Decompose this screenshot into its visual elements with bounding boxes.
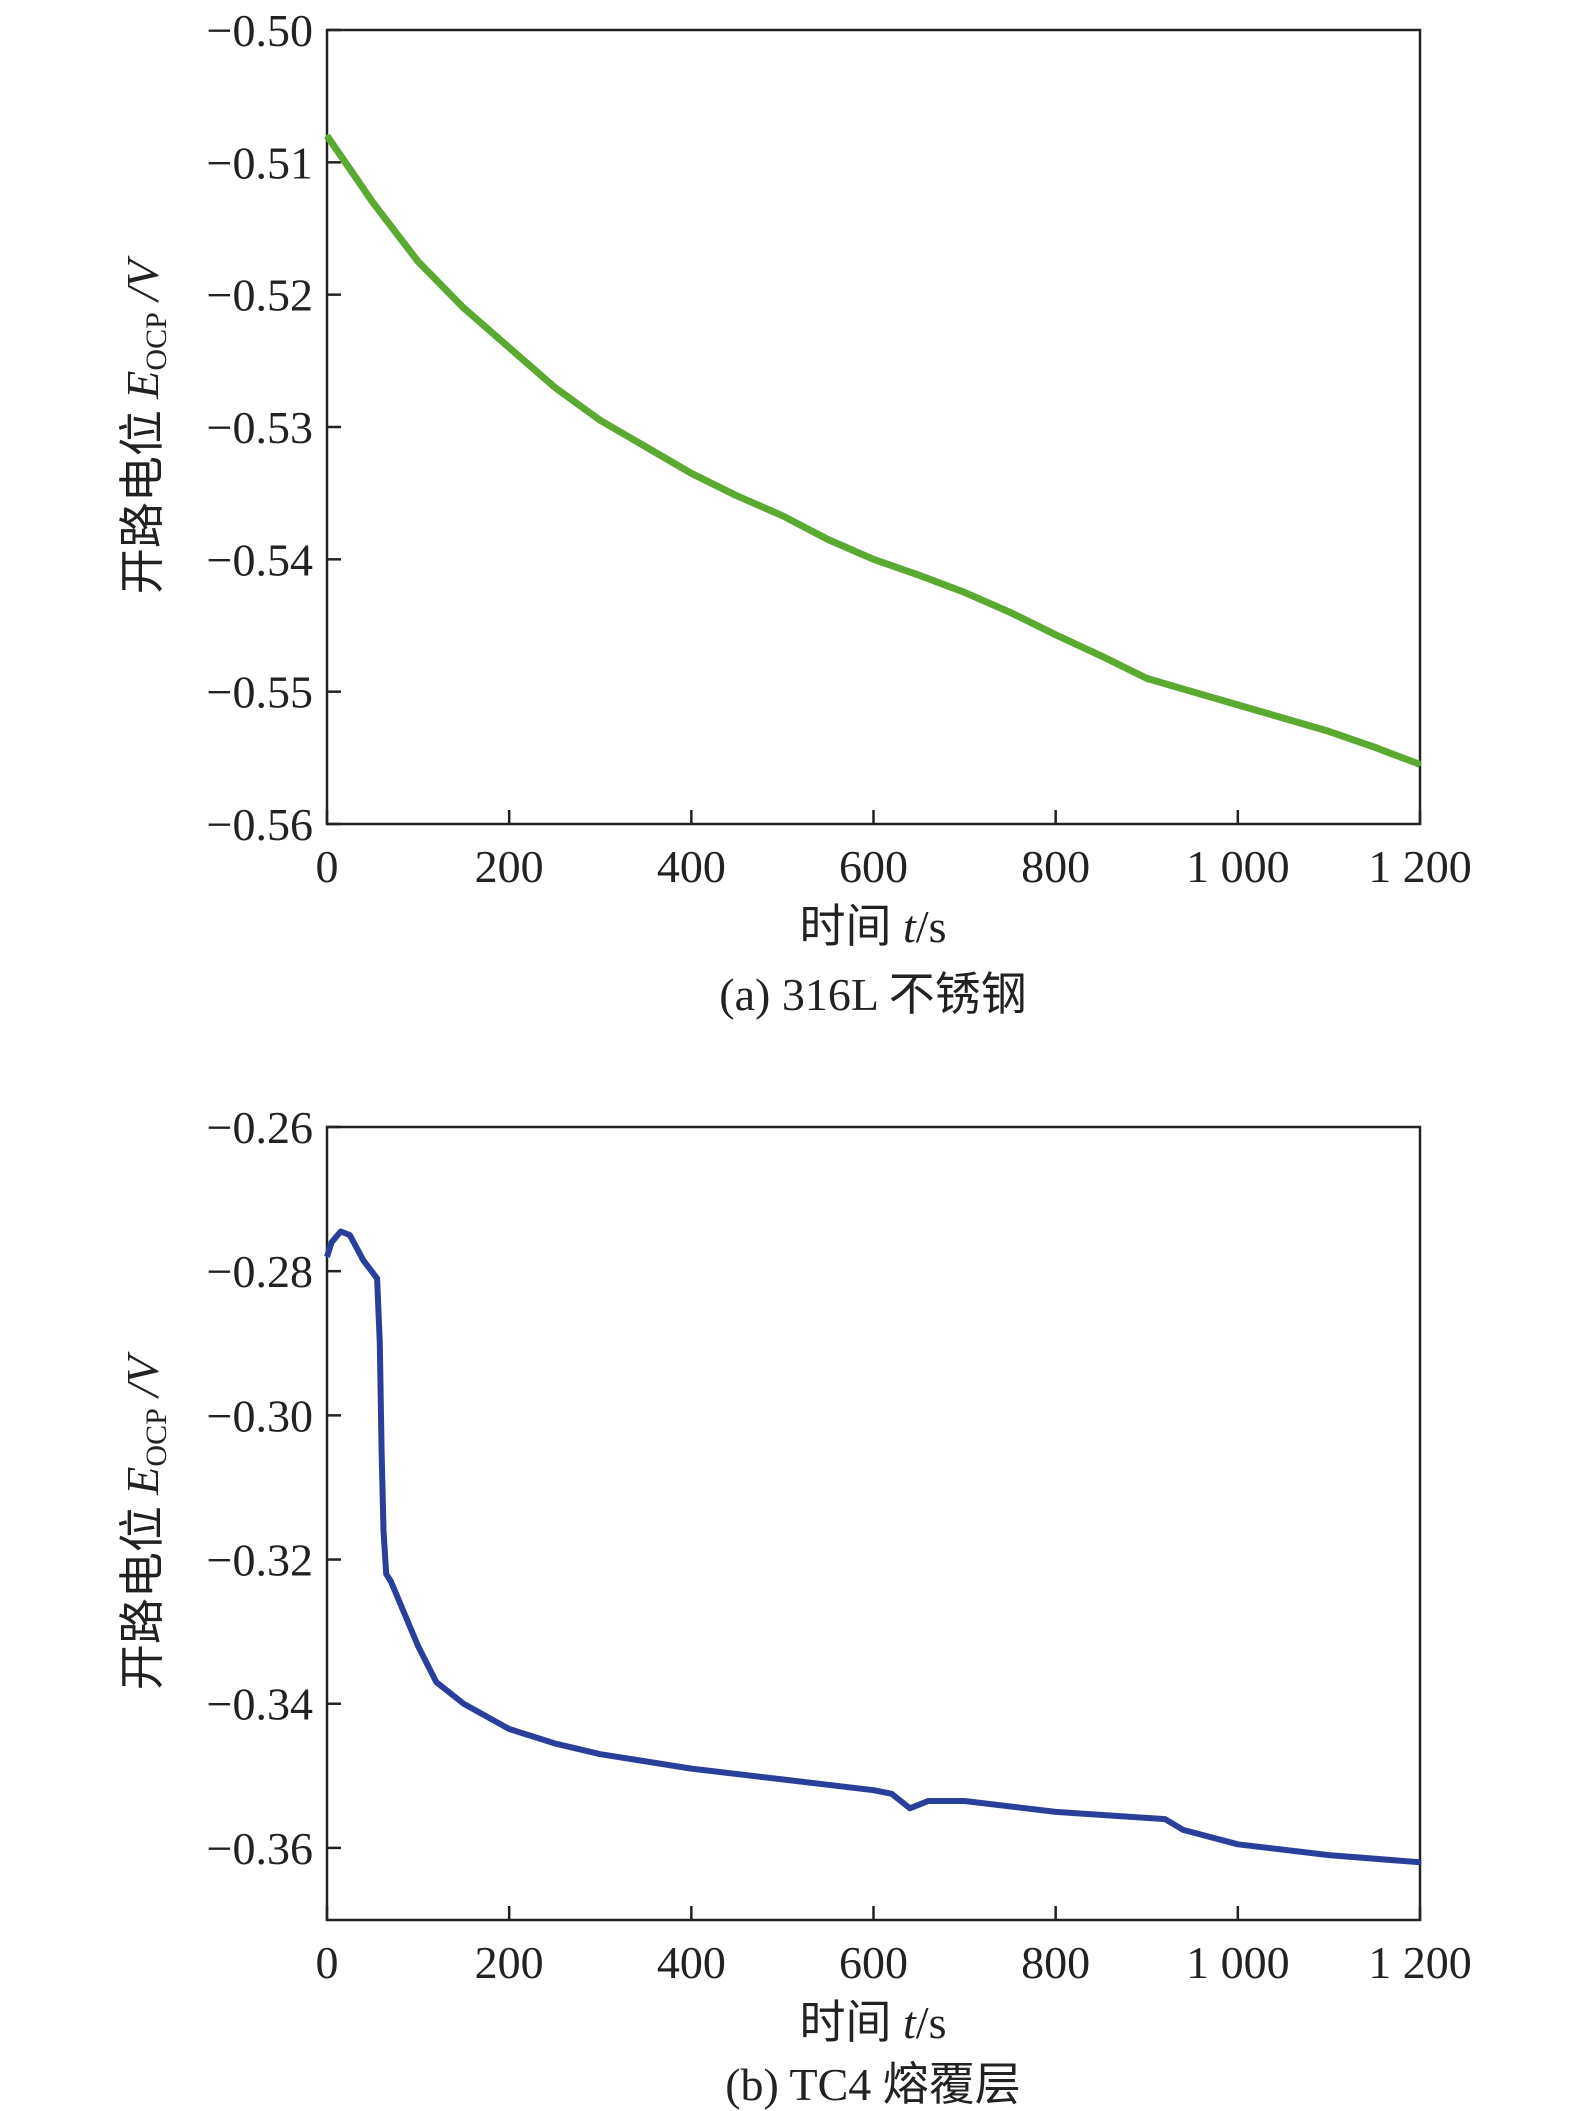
data-point <box>1190 690 1194 694</box>
data-point <box>1236 703 1240 707</box>
data-point <box>872 1788 875 1792</box>
y-tick-label: −0.34 <box>207 1679 313 1730</box>
y-tick-label: −0.56 <box>207 799 313 850</box>
data-point <box>389 1579 393 1583</box>
data-point <box>398 1601 402 1605</box>
data-point <box>1181 1828 1185 1832</box>
data-point <box>553 385 557 389</box>
series-line-TC4 <box>324 1228 1421 1866</box>
data-point <box>1327 1853 1331 1857</box>
data-point <box>1099 654 1103 658</box>
y-tick-label: −0.36 <box>207 1823 313 1874</box>
data-point <box>1163 1817 1167 1821</box>
data-point <box>507 1727 511 1731</box>
x-tick-label: 1 000 <box>1186 841 1290 892</box>
data-point <box>908 1806 912 1810</box>
data-point <box>384 1572 388 1576</box>
y-tick-label: −0.55 <box>207 667 313 718</box>
data-point <box>1145 676 1149 680</box>
data-point <box>1418 1860 1422 1864</box>
data-point <box>1054 1810 1058 1814</box>
caption-a: (a) 316L 不锈钢 <box>719 969 1026 1020</box>
chart-b-tc4: (b) TC4 熔覆层 时间 t/s 开路电位 EOCP /V 0 200 400 6… <box>117 1102 1472 2110</box>
data-point <box>1372 745 1376 749</box>
data-point <box>598 1752 602 1756</box>
data-point <box>371 200 375 204</box>
data-point <box>689 471 693 475</box>
x-tick-label: 1 000 <box>1186 1937 1290 1988</box>
data-point <box>416 260 420 264</box>
data-point <box>381 1529 385 1533</box>
x-tick-label: 1 200 <box>1368 841 1472 892</box>
x-tick-label: 400 <box>657 841 726 892</box>
y-tick-label: −0.28 <box>207 1246 313 1297</box>
data-point <box>434 1680 438 1684</box>
data-point <box>917 573 921 577</box>
x-tick-label: 600 <box>839 841 908 892</box>
y-tick-label: −0.50 <box>207 5 313 56</box>
y-axis-label-b: 开路电位 EOCP /V <box>117 1351 173 1690</box>
data-point <box>416 1644 420 1648</box>
data-point <box>1327 729 1331 733</box>
data-point <box>644 445 648 449</box>
data-point <box>598 418 602 422</box>
data-point <box>348 1233 352 1237</box>
data-point <box>348 167 352 171</box>
data-point <box>507 346 511 350</box>
y-tick-label: −0.52 <box>207 270 313 321</box>
data-point <box>963 590 967 594</box>
x-tick-label: 600 <box>839 1937 908 1988</box>
y-tick-label: −0.54 <box>207 534 313 585</box>
data-point <box>462 306 466 310</box>
y-tick-label: −0.53 <box>207 402 313 453</box>
data-point <box>826 537 830 541</box>
data-point <box>963 1799 967 1803</box>
y-tick-label: −0.26 <box>207 1102 313 1153</box>
data-point <box>1008 610 1012 614</box>
data-point <box>689 1767 693 1771</box>
data-point <box>926 1799 930 1803</box>
x-tick-label: 800 <box>1021 841 1090 892</box>
data-point <box>375 1276 379 1280</box>
caption-b: (b) TC4 熔覆层 <box>725 2059 1021 2110</box>
plot-frame <box>325 28 1422 826</box>
y-tick-label: −0.30 <box>207 1390 313 1441</box>
data-point <box>1281 716 1285 720</box>
data-point <box>378 1341 382 1345</box>
data-point <box>361 1258 365 1262</box>
data-point <box>780 1777 784 1781</box>
y-tick-label: −0.51 <box>207 137 313 188</box>
data-point <box>330 1240 334 1244</box>
data-point <box>325 1255 329 1259</box>
x-tick-label: 200 <box>475 1937 544 1988</box>
data-point <box>1236 1842 1240 1846</box>
data-point <box>872 557 875 561</box>
x-tick-label: 0 <box>316 1937 339 1988</box>
data-point <box>1054 633 1058 637</box>
data-point <box>462 1702 466 1706</box>
data-point <box>780 514 784 518</box>
series-line-316L <box>324 133 1422 768</box>
y-tick-label: −0.32 <box>207 1535 313 1586</box>
chart-a-316l: (a) 316L 不锈钢 时间 t/s 开路电位 EOCP /V 0 200 400… <box>117 5 1472 1020</box>
x-tick-label: 800 <box>1021 1937 1090 1988</box>
x-axis-label-b: 时间 t/s <box>800 1997 947 2048</box>
data-point <box>890 1792 894 1796</box>
data-point <box>325 134 329 138</box>
data-point <box>339 1230 343 1234</box>
data-point <box>735 494 739 498</box>
x-tick-label: 0 <box>316 841 339 892</box>
data-point <box>380 1449 384 1453</box>
x-tick-label: 1 200 <box>1368 1937 1472 1988</box>
x-axis-label-a: 时间 t/s <box>800 901 947 952</box>
plot-frame <box>325 1125 1422 1922</box>
data-point <box>553 1741 557 1745</box>
y-axis-label-a: 开路电位 EOCP /V <box>117 255 173 594</box>
x-tick-label: 200 <box>475 841 544 892</box>
data-point <box>1418 762 1422 766</box>
x-tick-label: 400 <box>657 1937 726 1988</box>
